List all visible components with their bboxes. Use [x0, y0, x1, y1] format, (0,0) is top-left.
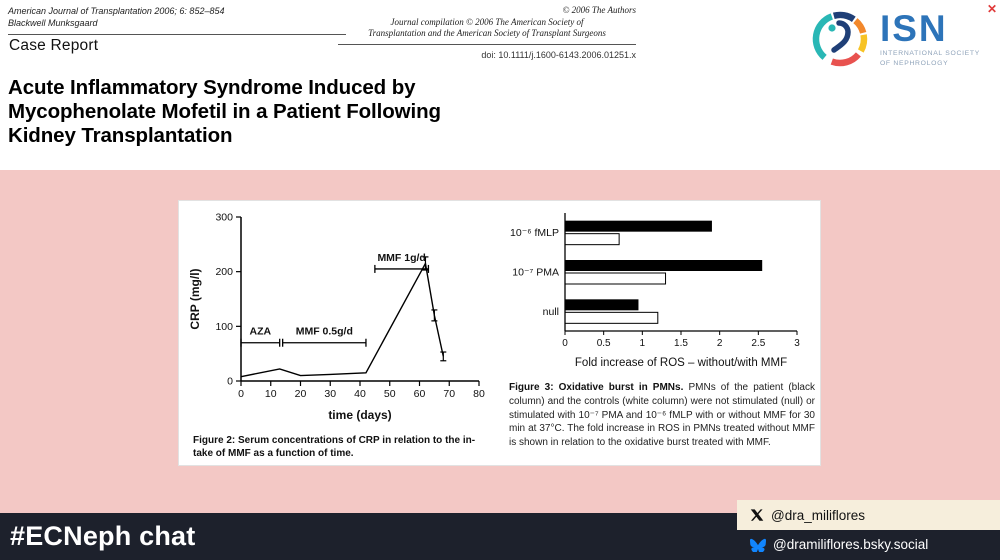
x-twitter-icon [750, 509, 764, 521]
svg-text:0: 0 [227, 376, 233, 388]
doi: doi: 10.1111/j.1600-6143.2006.01251.x [481, 50, 636, 61]
publisher: Blackwell Munksgaard [8, 18, 98, 29]
svg-text:70: 70 [443, 388, 455, 400]
copyright-block: © 2006 The Authors Journal compilation ©… [338, 5, 636, 62]
svg-text:1: 1 [640, 338, 646, 349]
svg-text:Fold increase of ROS – without: Fold increase of ROS – without/with MMF [575, 357, 787, 369]
svg-text:200: 200 [215, 266, 233, 278]
bluesky-handle: @dramiliflores.bsky.social [773, 537, 929, 552]
svg-text:MMF 0.5g/d: MMF 0.5g/d [296, 326, 353, 338]
isn-logo-text: ISN INTERNATIONAL SOCIETY OF NEPHROLOGY [880, 10, 980, 67]
svg-text:1.5: 1.5 [674, 338, 688, 349]
figure3-caption-lead: Figure 3: Oxidative burst in PMNs. [509, 382, 684, 393]
svg-text:3: 3 [794, 338, 800, 349]
svg-text:80: 80 [473, 388, 485, 400]
figure3-caption-body: PMNs of the patient (black column) and t… [509, 382, 815, 449]
close-icon[interactable]: ✕ [986, 2, 997, 16]
oxidative-burst-bar-chart: 10⁻⁶ fMLP 10⁻⁷ PMA null 0 0.5 1 1.5 2 2.5 3 Fold i… [510, 213, 800, 369]
article-type: Case Report [9, 37, 99, 54]
svg-text:10⁻⁶ fMLP: 10⁻⁶ fMLP [510, 227, 559, 239]
svg-text:100: 100 [215, 321, 233, 333]
svg-text:CRP (mg/l): CRP (mg/l) [188, 268, 202, 329]
crp-line-chart: 0 100 200 300 0 10 20 30 40 50 60 70 80 AZA MMF 0.5g/d… [188, 212, 485, 423]
svg-text:10⁻⁷ PMA: 10⁻⁷ PMA [512, 267, 559, 279]
svg-text:MMF 1g/d: MMF 1g/d [377, 252, 425, 264]
isn-acronym: ISN [879, 8, 948, 50]
x-handle: @dra_miliflores [771, 507, 865, 523]
copyright-line: © 2006 The Authors [562, 5, 636, 15]
svg-text:300: 300 [215, 212, 233, 224]
svg-text:0: 0 [562, 338, 568, 349]
x-handle-badge: @dra_miliflores [737, 500, 1000, 530]
svg-text:60: 60 [414, 388, 426, 400]
svg-text:AZA: AZA [250, 326, 272, 338]
svg-text:0.5: 0.5 [597, 338, 611, 349]
hashtag-label: #ECNeph chat [10, 521, 196, 551]
svg-text:40: 40 [354, 388, 366, 400]
svg-text:30: 30 [324, 388, 336, 400]
isn-logo: ISN INTERNATIONAL SOCIETY OF NEPHROLOGY [809, 8, 980, 70]
figure-band: 0 100 200 300 0 10 20 30 40 50 60 70 80 AZA MMF 0.5g/d… [0, 170, 1000, 513]
isn-full-name: INTERNATIONAL SOCIETY OF NEPHROLOGY [879, 50, 980, 67]
svg-text:time (days): time (days) [328, 408, 391, 422]
figure-panel: 0 100 200 300 0 10 20 30 40 50 60 70 80 AZA MMF 0.5g/d… [178, 200, 821, 466]
svg-text:20: 20 [295, 388, 307, 400]
svg-text:2: 2 [717, 338, 723, 349]
svg-text:0: 0 [238, 388, 244, 400]
bluesky-handle-badge: @dramiliflores.bsky.social [737, 531, 1000, 558]
svg-text:10: 10 [265, 388, 277, 400]
journal-masthead: American Journal of Transplantation 2006… [8, 5, 346, 36]
svg-text:50: 50 [384, 388, 396, 400]
svg-text:null: null [543, 306, 559, 318]
bluesky-butterfly-icon [750, 538, 766, 552]
journal-citation: American Journal of Transplantation 2006… [8, 6, 225, 16]
paper-title: Acute Inflammatory Syndrome Induced by M… [8, 76, 441, 147]
isn-logo-icon [812, 11, 868, 67]
figure2-caption: Figure 2: Serum concentrations of CRP in… [193, 435, 476, 460]
svg-text:2.5: 2.5 [751, 338, 765, 349]
journal-compilation-line: Journal compilation © 2006 The American … [338, 17, 636, 46]
figure3-caption: Figure 3: Oxidative burst in PMNs. PMNs … [509, 381, 815, 450]
